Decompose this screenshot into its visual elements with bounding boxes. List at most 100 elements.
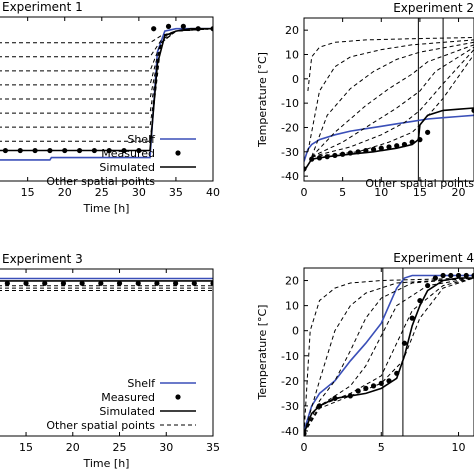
measured-point [409,315,415,321]
chart-panel: Experiment 1 15 20 25 30 35 40 Time [h] ShelfMea… [0,0,220,215]
y-tick-label: -30 [281,400,299,413]
y-axis-title: Temperature [°C] [256,305,269,401]
chart-title: Experiment 3 [2,252,83,266]
series-line-other-spatial-point [311,41,474,157]
y-tick-label: -20 [281,375,299,388]
y-tick-label: 20 [285,275,299,288]
series-line-other-spatial-point [304,277,474,434]
chart-panel: Experiment 3 15 20 25 30 35 Time [h] ShelfMeasu… [0,252,220,470]
plot-frame [0,268,214,437]
chart-panel: Experiment 20510152020100-10-20-30-40Tim… [256,1,474,199]
plot-area [0,277,213,291]
measured-point [4,280,10,286]
plot-frame [303,17,474,182]
measured-point [42,280,48,286]
x-tick-label: 40 [206,186,220,199]
y-tick-label: 10 [285,48,299,61]
series-line-other-spatial-point [0,28,213,100]
y-tick-label: -10 [281,97,299,110]
x-axis-title: Time [h] [83,457,130,470]
series-line-other-spatial-point [0,28,213,58]
measured-point [23,280,29,286]
measured-point [432,275,438,281]
series-line-other-spatial-point [311,49,474,158]
measured-point [180,23,186,29]
measured-point [386,144,392,150]
measured-point [471,107,474,114]
series-line-shelf [0,27,213,161]
legend-label: Simulated [99,405,155,418]
plot-frame [0,16,214,182]
y-tick-label: 0 [292,73,299,86]
measured-point [116,280,123,286]
x-tick-label: 25 [113,441,127,454]
measured-point [98,280,104,286]
measured-point [191,280,197,286]
legend-label: Measured [101,147,155,160]
series-line-other-spatial-points [307,37,474,92]
measured-point [448,272,454,279]
measured-point [471,272,474,279]
x-tick-label: 20 [452,186,466,199]
x-tick-label: 15 [19,441,33,454]
series-line-other-spatial-point [0,28,213,72]
x-tick-label: 5 [378,441,385,454]
series-line-other-spatial-point [304,277,474,434]
x-tick-label: 25 [95,186,109,199]
series-line-simulated [0,27,213,152]
measured-point [165,23,172,29]
plot-frame [303,267,474,437]
measured-point [151,26,157,32]
x-tick-label: 20 [66,441,80,454]
series-line-other-spatial-point [0,28,213,128]
legend-label: Other spatial points [46,175,155,188]
measured-point [425,129,431,135]
legend-label: Shelf [127,377,156,390]
legend-label: Simulated [99,161,155,174]
series-line-shelf [304,274,474,432]
measured-point [210,280,213,286]
measured-point [463,272,469,279]
measured-point [401,340,408,346]
y-tick-label: -40 [281,425,299,438]
x-tick-label: 10 [452,441,466,454]
series-line-other-spatial-point [0,28,213,44]
x-tick-label: 35 [206,441,220,454]
measured-point [370,146,377,152]
chart-title: Experiment 4 [393,251,474,265]
legend-label: Other spatial points [46,419,155,432]
y-axis-title: Temperature [°C] [256,52,269,148]
measured-point [378,145,384,151]
series-line-simulated [304,277,474,434]
x-tick-label: 30 [132,186,146,199]
x-tick-label: 15 [413,186,427,199]
y-tick-label: -20 [281,121,299,134]
y-tick-label: -10 [281,350,299,363]
series-line-other-spatial-point [304,277,474,434]
plot-area [0,23,213,161]
series-line-other-spatial-point [311,44,474,158]
measured-point [394,143,400,149]
legend-label: Shelf [127,133,156,146]
measured-point [79,280,85,286]
x-tick-label: 5 [339,186,346,199]
plot-area [304,18,474,181]
x-tick-label: 35 [169,186,183,199]
legend-swatch-measured [175,150,181,156]
series-line-other-spatial-point [311,46,474,158]
series-line-other-spatial-points [304,277,474,434]
measured-point [440,272,446,279]
plot-area [304,268,474,436]
legend-swatch-measured [175,394,181,400]
y-tick-label: -30 [281,146,299,159]
x-tick-label: 20 [58,186,72,199]
x-tick-label: 30 [159,441,173,454]
measured-point [378,380,384,386]
y-tick-label: 20 [285,24,299,37]
x-tick-label: 0 [301,186,308,199]
legend-label: Other spatial points [365,177,474,190]
series-line-shelf [304,114,474,162]
